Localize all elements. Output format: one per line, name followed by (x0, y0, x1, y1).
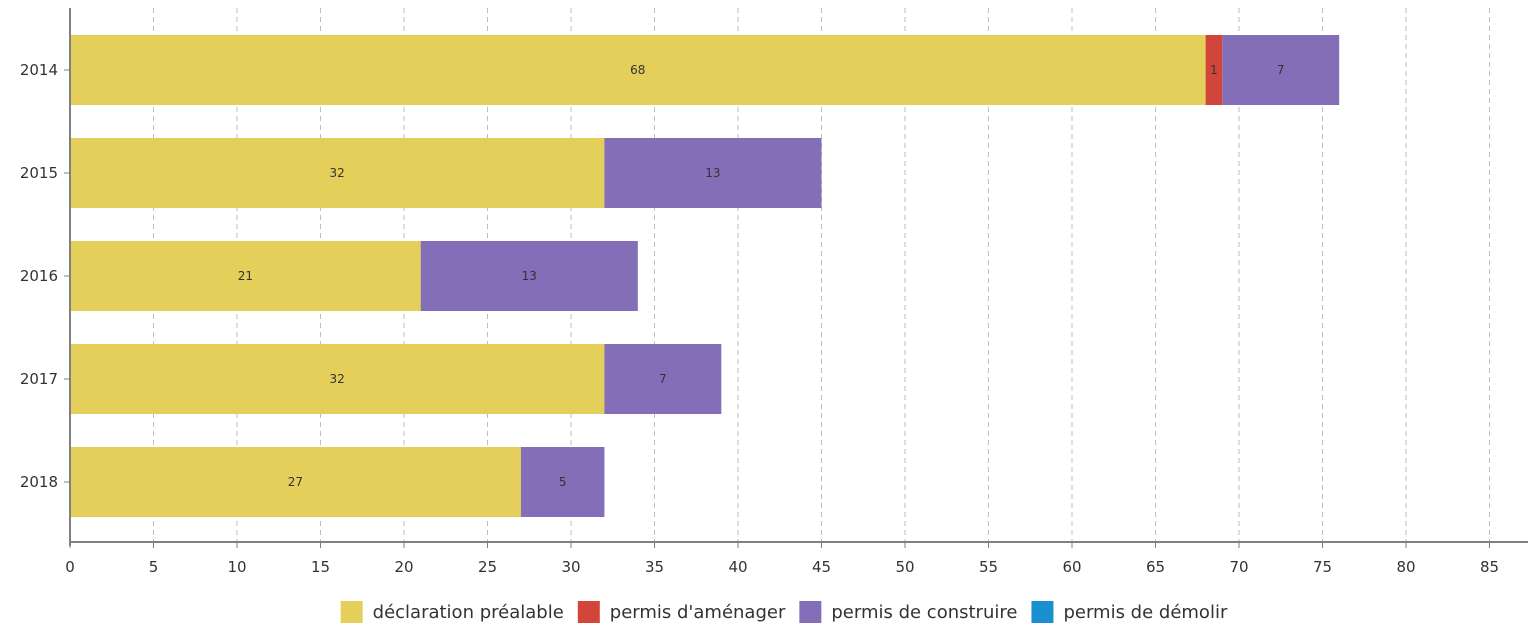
bar-label-2014-series-2: 7 (1277, 63, 1285, 77)
x-tick-label-45: 45 (812, 558, 831, 576)
y-tick-label-2018: 2018 (20, 473, 58, 491)
y-tick-label-2017: 2017 (20, 370, 58, 388)
bar-2017-series-2 (604, 344, 722, 414)
bar-2014-series-1 (1205, 35, 1223, 105)
bar-2016-series-2 (420, 241, 638, 311)
legend: déclaration préalable permis d'aménager pe… (340, 601, 1228, 623)
bar-label-2018-series-2: 5 (559, 475, 567, 489)
legend-swatch-0 (340, 601, 363, 623)
bar-label-2018-series-0: 27 (288, 475, 303, 489)
x-tick-label-0: 0 (65, 558, 75, 576)
legend-swatch-1 (577, 601, 600, 623)
bar-label-2017-series-0: 32 (330, 372, 345, 386)
x-tick-label-50: 50 (895, 558, 914, 576)
x-tick-label-35: 35 (645, 558, 664, 576)
bar-2016-series-0 (70, 241, 421, 311)
x-tick-label-30: 30 (561, 558, 580, 576)
x-tick-label-5: 5 (149, 558, 159, 576)
x-tick-label-25: 25 (478, 558, 497, 576)
bar-label-2015-series-0: 32 (330, 166, 345, 180)
bar-2018-series-2 (520, 447, 605, 517)
y-tick-label-2016: 2016 (20, 267, 58, 285)
bar-2014-series-0 (70, 35, 1206, 105)
bar-2017-series-0 (70, 344, 605, 414)
x-tick-label-60: 60 (1062, 558, 1081, 576)
legend-label-3: permis de démolir (1063, 602, 1227, 623)
legend-swatch-2 (799, 601, 822, 623)
x-tick-label-10: 10 (227, 558, 246, 576)
bar-2015-series-2 (604, 138, 822, 208)
x-tick-label-20: 20 (394, 558, 413, 576)
x-tick-label-15: 15 (311, 558, 330, 576)
bar-label-2016-series-2: 13 (522, 269, 537, 283)
x-axis-ticks: 0 5 10 15 20 25 30 35 40 45 50 55 60 65 70 75 80 85 (65, 542, 1499, 576)
bar-label-2014-series-1: 1 (1210, 63, 1218, 77)
axes (69, 8, 1528, 546)
legend-swatch-3 (1031, 601, 1054, 623)
y-tick-label-2014: 2014 (20, 61, 58, 79)
x-tick-label-55: 55 (979, 558, 998, 576)
bar-label-2017-series-2: 7 (659, 372, 667, 386)
x-tick-label-40: 40 (728, 558, 747, 576)
y-tick-label-2015: 2015 (20, 164, 58, 182)
x-tick-label-85: 85 (1480, 558, 1499, 576)
legend-label-1: permis d'aménager (610, 602, 786, 623)
x-tick-label-75: 75 (1313, 558, 1332, 576)
bar-label-2014-series-0: 68 (630, 63, 645, 77)
x-tick-label-70: 70 (1229, 558, 1248, 576)
legend-label-0: déclaration préalable (373, 602, 564, 623)
x-tick-label-80: 80 (1396, 558, 1415, 576)
x-tick-label-65: 65 (1146, 558, 1165, 576)
bar-label-2016-series-0: 21 (238, 269, 253, 283)
y-axis-ticks: 2014 2015 2016 2017 2018 (20, 61, 70, 491)
bar-2015-series-0 (70, 138, 605, 208)
bar-label-2015-series-2: 13 (705, 166, 720, 180)
bar-2018-series-0 (70, 447, 521, 517)
bar-2014-series-2 (1222, 35, 1340, 105)
legend-label-2: permis de construire (831, 602, 1017, 623)
bars: 68 1 7 32 13 21 13 32 7 27 5 (70, 35, 1340, 517)
